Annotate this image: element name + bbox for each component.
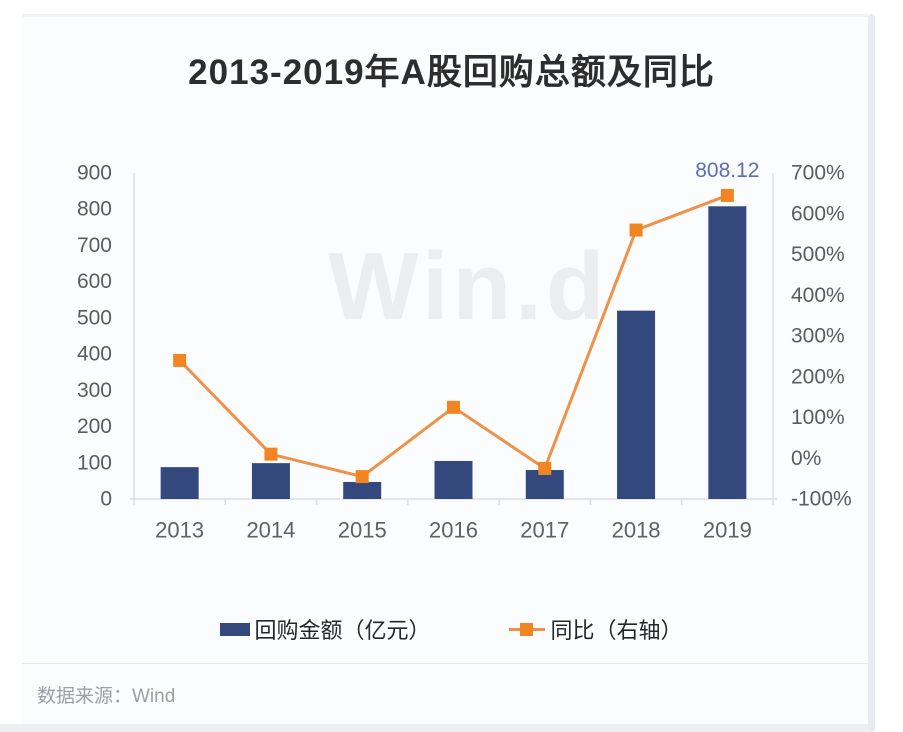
bottom-edge	[0, 724, 868, 732]
left-axis-tick: 800	[77, 198, 112, 221]
bar-2019	[708, 206, 747, 499]
bar-2015	[343, 481, 382, 499]
yoy-marker-2013	[173, 353, 187, 367]
yoy-marker-2014	[264, 447, 278, 461]
footer-divider	[22, 663, 868, 664]
bar-swatch-icon	[220, 622, 251, 636]
x-axis-label-2017: 2017	[520, 518, 569, 543]
right-axis-tick: 500%	[791, 243, 845, 266]
right-axis-tick: 0%	[791, 447, 821, 470]
line-marker-icon	[519, 622, 533, 636]
chart-title: 2013-2019年A股回购总额及同比	[188, 53, 715, 92]
legend-label-buyback: 回购金额（亿元）	[254, 618, 431, 643]
right-axis-tick: 400%	[791, 284, 845, 307]
right-axis-tick: -100%	[791, 488, 852, 511]
annotation-808: 808.12	[695, 159, 759, 182]
right-axis-tick: 300%	[791, 325, 845, 348]
yoy-marker-2018	[629, 223, 643, 237]
line-swatch-icon	[508, 622, 545, 636]
right-axis-tick: 600%	[791, 202, 845, 225]
right-axis-tick: 200%	[791, 365, 845, 388]
left-axis-tick: 700	[77, 234, 112, 257]
x-axis-label-2013: 2013	[155, 518, 204, 543]
left-axis-tick: 100	[77, 451, 112, 474]
yoy-marker-2019	[720, 188, 734, 202]
x-axis-label-2019: 2019	[703, 518, 752, 543]
x-axis-label-2015: 2015	[338, 518, 387, 543]
bar-2016	[434, 460, 473, 499]
yoy-marker-2015	[355, 470, 369, 484]
x-axis-label-2016: 2016	[429, 518, 478, 543]
data-source-label: 数据来源：Wind	[37, 686, 176, 707]
left-axis-tick: 900	[77, 162, 112, 185]
left-axis-tick: 200	[77, 415, 112, 438]
legend-item-buyback: 回购金额（亿元）	[220, 613, 431, 645]
legend-label-yoy: 同比（右轴）	[550, 618, 683, 643]
scrollbar[interactable]	[868, 14, 875, 732]
right-axis-tick: 700%	[791, 162, 845, 185]
left-axis-tick: 0	[100, 488, 112, 511]
left-axis-tick: 300	[77, 379, 112, 402]
left-axis-tick: 400	[77, 343, 112, 366]
left-axis-tick: 600	[77, 270, 112, 293]
legend-item-yoy: 同比（右轴）	[508, 613, 683, 645]
wind-watermark: Win.d	[328, 233, 609, 340]
yoy-marker-2016	[447, 400, 460, 414]
x-axis-label-2014: 2014	[246, 518, 295, 543]
left-axis-tick: 500	[77, 306, 112, 329]
bar-2014	[251, 463, 290, 499]
bar-2018	[617, 310, 656, 499]
right-axis-tick: 100%	[791, 406, 845, 429]
bar-2013	[160, 467, 199, 499]
legend: 回购金额（亿元） 同比（右轴）	[0, 613, 903, 645]
yoy-marker-2017	[538, 461, 552, 475]
x-axis-label-2018: 2018	[612, 518, 661, 543]
